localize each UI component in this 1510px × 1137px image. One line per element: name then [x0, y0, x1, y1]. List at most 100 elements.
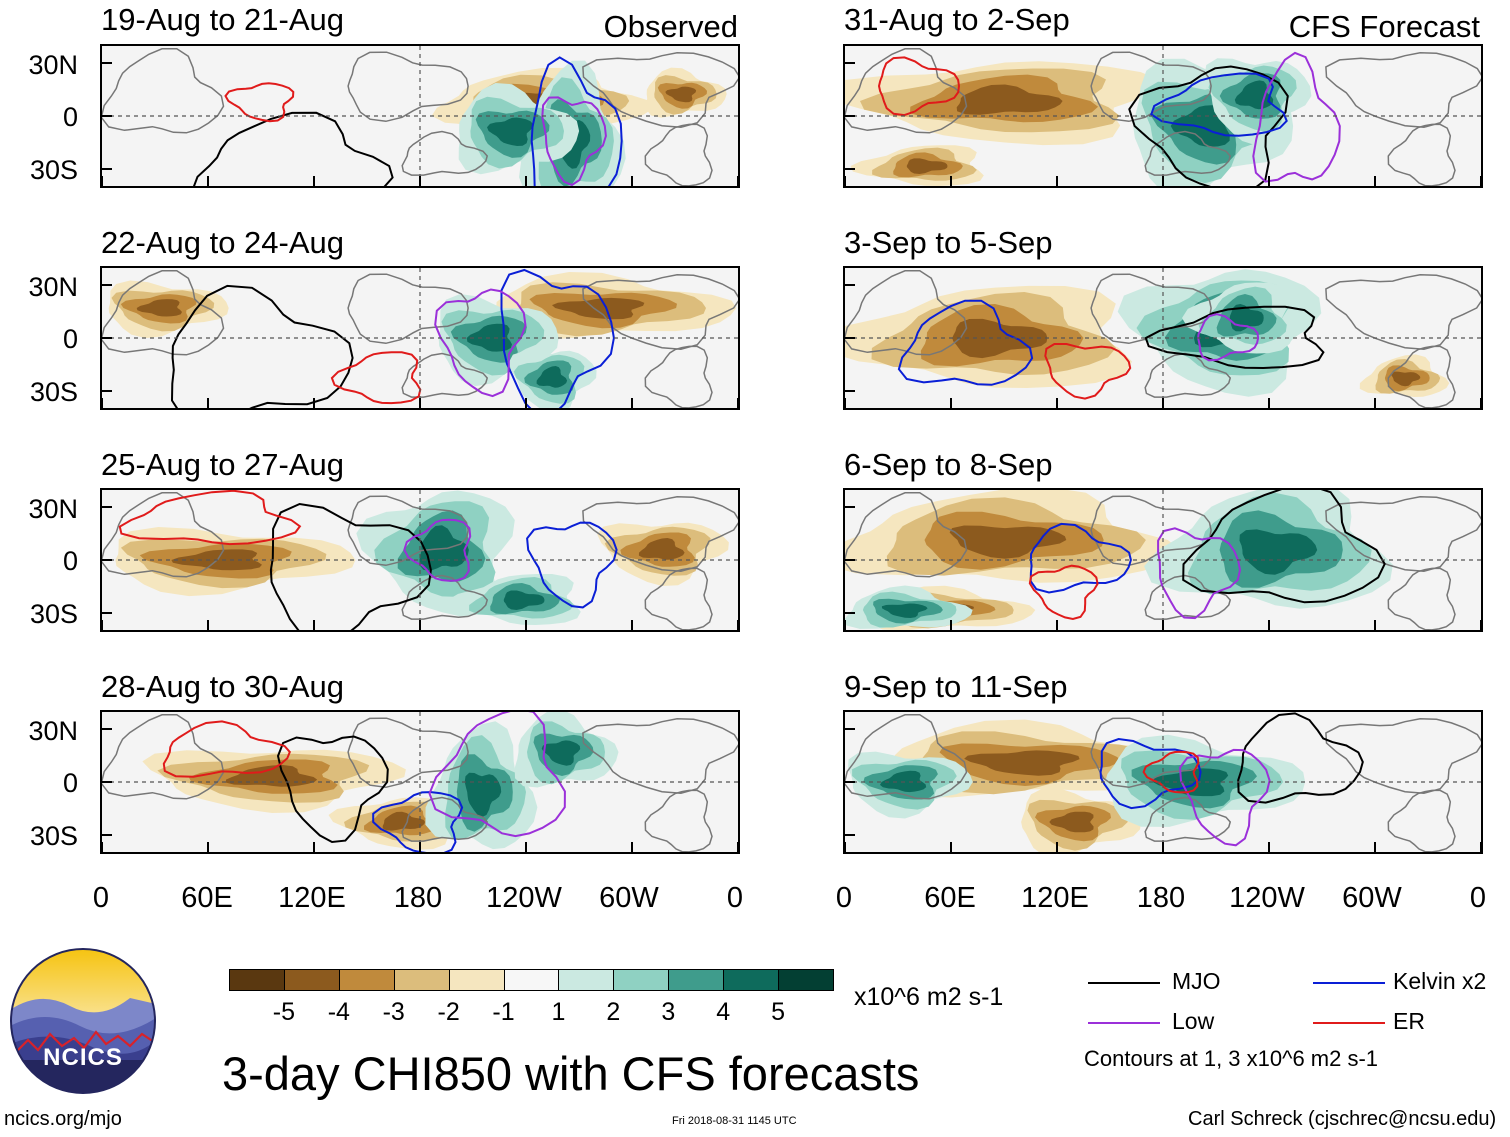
- filter-contour: [428, 712, 566, 838]
- filter-contour: [170, 284, 354, 408]
- negative-anomaly-shading: [956, 84, 1063, 115]
- filter-contour: [1144, 305, 1325, 370]
- colorbar-tick-label: -3: [382, 998, 405, 1026]
- filter-contour: [1128, 65, 1289, 186]
- coastline: [401, 796, 489, 842]
- coastline: [644, 567, 713, 630]
- filter-contour: [1237, 712, 1364, 804]
- logo-text: NCICS: [43, 1044, 123, 1071]
- lat-30s: 30S: [29, 155, 78, 185]
- colorbar-segment: [613, 969, 670, 991]
- coastline: [1144, 130, 1232, 176]
- lon-label: 60W: [599, 882, 659, 914]
- lat-30s: 30S: [29, 599, 78, 629]
- filter-contour: [372, 791, 464, 852]
- colorbar-units: x10^6 m2 s-1: [854, 983, 1004, 1011]
- colorbar-segment: [283, 969, 340, 991]
- coastline: [1387, 123, 1456, 186]
- legend-note: Contours at 1, 3 x10^6 m2 s-1: [1084, 1046, 1379, 1071]
- coastline: [102, 47, 225, 134]
- coastline: [1144, 574, 1232, 620]
- footer-credit: Carl Schreck (cjschrec@ncsu.edu): [1188, 1108, 1497, 1130]
- lon-label: 0: [1469, 882, 1487, 914]
- colorbar-tick-label: -4: [327, 998, 350, 1026]
- lat-30n: 30N: [28, 50, 78, 80]
- coastline: [1090, 717, 1212, 789]
- legend-kelvin-label: Kelvin x2: [1393, 968, 1487, 994]
- lat-30n: 30N: [28, 494, 78, 524]
- legend-kelvin-line: [1313, 982, 1385, 984]
- colorbar-segment: [448, 969, 505, 991]
- panel-title-obs-1: 19-Aug to 21-Aug: [101, 2, 345, 37]
- lon-label: 0: [726, 882, 744, 914]
- coastline: [102, 269, 225, 356]
- coastline: [1387, 567, 1456, 630]
- positive-anomaly-shading: [880, 770, 927, 793]
- filter-contour: [269, 502, 432, 630]
- colorbar-tick-label: 3: [661, 998, 676, 1026]
- colorbar-tick-label: 2: [606, 998, 621, 1026]
- positive-anomaly-shading: [541, 740, 581, 766]
- coastline: [845, 713, 968, 800]
- coastline: [644, 345, 713, 408]
- positive-anomaly-shading: [487, 117, 534, 146]
- coastline: [845, 47, 968, 134]
- lon-label: 120W: [1229, 882, 1305, 914]
- lat-30n: 30N: [28, 716, 78, 746]
- filter-contour: [1182, 490, 1386, 604]
- footer-url[interactable]: ncics.org/mjo: [4, 1108, 122, 1130]
- coastline: [1144, 352, 1232, 398]
- negative-anomaly-shading: [638, 538, 685, 560]
- legend-low-line: [1088, 1022, 1160, 1024]
- negative-anomaly-shading: [136, 299, 182, 317]
- filter-contour: [192, 111, 394, 186]
- lon-label: 0: [92, 882, 110, 914]
- map-panel-obs-2: [100, 266, 740, 410]
- lat-eq: 0: [62, 546, 78, 576]
- ncics-logo[interactable]: NCICS: [10, 948, 156, 1094]
- colorbar-segment: [229, 969, 285, 991]
- lat-30s: 30S: [29, 377, 78, 407]
- legend-low-label: Low: [1172, 1008, 1215, 1034]
- positive-anomaly-shading: [1239, 529, 1318, 575]
- filter-contour: [224, 82, 295, 123]
- map-panel-fcst-2: [843, 266, 1483, 410]
- filter-contour: [897, 299, 1034, 386]
- coastline: [644, 789, 713, 852]
- lon-label: 0: [835, 882, 853, 914]
- coastline: [582, 496, 738, 573]
- map-panel-obs-3: [100, 488, 740, 632]
- filter-contour: [530, 56, 623, 186]
- coastline: [845, 269, 968, 356]
- legend-mjo-label: MJO: [1172, 968, 1221, 994]
- coastline: [845, 491, 968, 578]
- panel-title-fcst-4: 9-Sep to 11-Sep: [844, 669, 1068, 704]
- coastline: [1387, 345, 1456, 408]
- negative-anomaly-shading: [1049, 811, 1094, 833]
- filter-contour: [403, 518, 472, 582]
- coastline: [1325, 52, 1481, 129]
- map-panel-fcst-3: [843, 488, 1483, 632]
- negative-anomaly-shading: [1391, 371, 1421, 387]
- positive-anomaly-shading: [881, 603, 928, 618]
- lon-label: 180: [393, 882, 443, 914]
- panel-title-obs-2: 22-Aug to 24-Aug: [101, 225, 345, 260]
- colorbar-tick-label: 4: [716, 998, 731, 1026]
- panel-title-obs-3: 25-Aug to 27-Aug: [101, 447, 345, 482]
- colorbar-segment: [668, 969, 725, 991]
- lon-label: 180: [1136, 882, 1186, 914]
- filter-contour: [1099, 737, 1202, 810]
- coastline: [1090, 495, 1212, 567]
- colorbar-tick-label: 1: [551, 998, 566, 1026]
- legend-er-label: ER: [1393, 1008, 1425, 1034]
- coastline: [1144, 796, 1232, 842]
- positive-anomaly-shading: [536, 366, 568, 388]
- colorbar-tick-label: -1: [492, 998, 515, 1026]
- coastline: [347, 717, 469, 789]
- lon-label: 60E: [181, 882, 233, 914]
- panel-title-fcst-3: 6-Sep to 8-Sep: [844, 447, 1053, 482]
- map-panel-fcst-1: [843, 44, 1483, 188]
- filter-contour: [162, 720, 291, 778]
- coastline: [582, 52, 738, 129]
- panel-title-obs-4: 28-Aug to 30-Aug: [101, 669, 345, 704]
